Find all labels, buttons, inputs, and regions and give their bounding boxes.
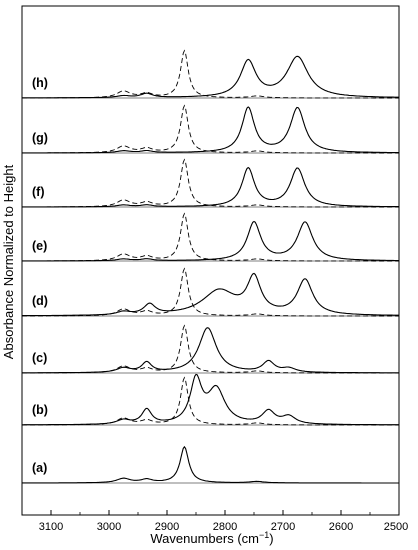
spectrum-curve-c bbox=[22, 327, 399, 374]
reference-curve-d bbox=[22, 267, 399, 317]
x-tick-label-2500: 2500 bbox=[384, 521, 408, 533]
x-tick-label-3000: 3000 bbox=[97, 521, 121, 533]
spectrum-curve-d bbox=[22, 272, 399, 317]
spectrum-curve-h bbox=[22, 55, 399, 99]
reference-curve-e bbox=[22, 212, 399, 262]
panel-label-a: (a) bbox=[32, 461, 47, 475]
reference-curve-f bbox=[22, 158, 399, 208]
panel-label-e: (e) bbox=[32, 239, 47, 253]
spectrum-curve-g bbox=[22, 106, 399, 154]
reference-curve-h bbox=[22, 49, 399, 99]
panel-label-d: (d) bbox=[32, 294, 48, 308]
x-tick-label-2700: 2700 bbox=[271, 521, 295, 533]
panel-labels: (a) (b) (c) (d) (e) (f) (g) (h) bbox=[32, 76, 48, 475]
spectrum-curves bbox=[22, 49, 399, 484]
x-tick-label-2600: 2600 bbox=[329, 521, 353, 533]
x-tick-label-2800: 2800 bbox=[213, 521, 237, 533]
x-axis-title-main: Wavenumbers (cm bbox=[150, 531, 259, 546]
spectrum-curve-f bbox=[22, 166, 399, 208]
panel-label-f: (f) bbox=[32, 185, 45, 199]
reference-curve-g bbox=[22, 104, 399, 154]
panel-label-g: (g) bbox=[32, 131, 48, 145]
spectrum-curve-a bbox=[22, 445, 399, 484]
x-axis-ticks: 3100 3000 2900 2800 2700 2600 2500 bbox=[21, 510, 408, 533]
panel-label-h: (h) bbox=[32, 76, 48, 90]
spectrum-curve-e bbox=[22, 220, 399, 262]
panel-label-c: (c) bbox=[32, 351, 47, 365]
reference-curve-b bbox=[22, 376, 399, 426]
panel-label-b: (b) bbox=[32, 403, 48, 417]
x-tick-label-2900: 2900 bbox=[155, 521, 179, 533]
x-tick-label-3100: 3100 bbox=[39, 521, 63, 533]
y-axis-title: Absorbance Normalized to Height bbox=[1, 164, 16, 359]
spectrum-curve-b bbox=[22, 373, 399, 426]
reference-curve-c bbox=[22, 324, 399, 374]
x-axis-title-superscript: −1 bbox=[259, 530, 269, 540]
x-axis-title-close: ) bbox=[269, 531, 273, 546]
x-axis-title: Wavenumbers (cm−1) bbox=[150, 530, 273, 546]
